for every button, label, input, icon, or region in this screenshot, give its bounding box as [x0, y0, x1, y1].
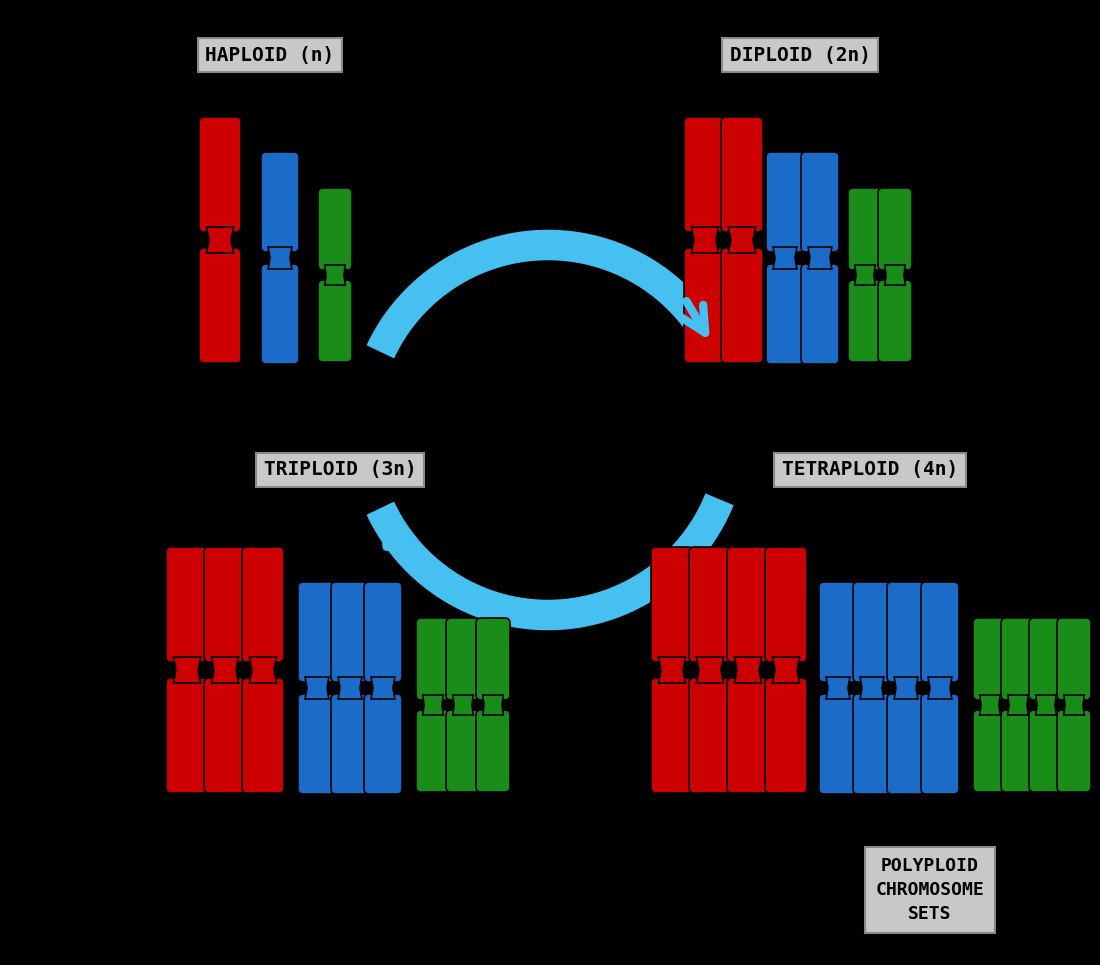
Text: ZYGOMA: ZYGOMA — [610, 423, 664, 438]
FancyBboxPatch shape — [764, 547, 807, 662]
FancyBboxPatch shape — [476, 618, 510, 700]
FancyBboxPatch shape — [651, 678, 693, 793]
FancyBboxPatch shape — [801, 152, 839, 252]
FancyBboxPatch shape — [878, 188, 912, 270]
FancyBboxPatch shape — [261, 152, 299, 252]
FancyBboxPatch shape — [689, 678, 732, 793]
FancyBboxPatch shape — [364, 582, 402, 682]
FancyBboxPatch shape — [878, 280, 912, 362]
FancyBboxPatch shape — [764, 678, 807, 793]
Polygon shape — [1064, 695, 1085, 715]
FancyBboxPatch shape — [331, 582, 368, 682]
FancyBboxPatch shape — [651, 547, 693, 662]
Polygon shape — [1036, 695, 1056, 715]
FancyBboxPatch shape — [1028, 618, 1063, 700]
FancyBboxPatch shape — [848, 188, 882, 270]
FancyBboxPatch shape — [1057, 710, 1091, 792]
FancyBboxPatch shape — [974, 618, 1006, 700]
FancyBboxPatch shape — [820, 694, 857, 794]
FancyBboxPatch shape — [446, 618, 480, 700]
FancyBboxPatch shape — [298, 694, 336, 794]
Text: DIPLOID (2n): DIPLOID (2n) — [729, 45, 870, 65]
FancyBboxPatch shape — [848, 280, 882, 362]
Polygon shape — [453, 695, 473, 715]
Polygon shape — [692, 227, 718, 253]
FancyBboxPatch shape — [684, 117, 726, 232]
FancyBboxPatch shape — [720, 248, 763, 363]
FancyBboxPatch shape — [318, 280, 352, 362]
Polygon shape — [174, 657, 200, 683]
Polygon shape — [422, 695, 443, 715]
FancyBboxPatch shape — [921, 582, 959, 682]
FancyBboxPatch shape — [416, 710, 450, 792]
FancyBboxPatch shape — [416, 618, 450, 700]
FancyBboxPatch shape — [921, 694, 959, 794]
Polygon shape — [305, 677, 329, 699]
FancyBboxPatch shape — [820, 582, 857, 682]
Text: GAMETES: GAMETES — [370, 423, 433, 438]
FancyBboxPatch shape — [852, 694, 891, 794]
Text: TETRAPLOID (4n): TETRAPLOID (4n) — [782, 460, 958, 480]
Polygon shape — [980, 695, 1000, 715]
FancyBboxPatch shape — [766, 264, 804, 364]
FancyBboxPatch shape — [261, 264, 299, 364]
Polygon shape — [338, 677, 362, 699]
Polygon shape — [324, 265, 345, 285]
Polygon shape — [250, 657, 276, 683]
FancyBboxPatch shape — [1028, 710, 1063, 792]
FancyBboxPatch shape — [684, 248, 726, 363]
Polygon shape — [1008, 695, 1028, 715]
FancyBboxPatch shape — [852, 582, 891, 682]
Polygon shape — [808, 247, 832, 269]
FancyBboxPatch shape — [887, 694, 925, 794]
FancyBboxPatch shape — [204, 678, 246, 793]
FancyBboxPatch shape — [242, 547, 284, 662]
FancyBboxPatch shape — [801, 264, 839, 364]
FancyBboxPatch shape — [199, 117, 241, 232]
Polygon shape — [735, 657, 761, 683]
FancyBboxPatch shape — [887, 582, 925, 682]
Polygon shape — [773, 247, 796, 269]
FancyBboxPatch shape — [476, 710, 510, 792]
Polygon shape — [928, 677, 952, 699]
FancyBboxPatch shape — [689, 547, 732, 662]
FancyBboxPatch shape — [318, 188, 352, 270]
Text: POLYPLOID
CHROMOSOME
SETS: POLYPLOID CHROMOSOME SETS — [876, 857, 984, 923]
FancyBboxPatch shape — [204, 547, 246, 662]
FancyBboxPatch shape — [166, 547, 208, 662]
Polygon shape — [894, 677, 917, 699]
Polygon shape — [826, 677, 850, 699]
FancyBboxPatch shape — [1001, 710, 1035, 792]
FancyBboxPatch shape — [974, 710, 1006, 792]
FancyBboxPatch shape — [298, 582, 336, 682]
Polygon shape — [268, 247, 292, 269]
Text: TRIPLOID (3n): TRIPLOID (3n) — [264, 460, 417, 480]
Polygon shape — [483, 695, 503, 715]
FancyBboxPatch shape — [727, 678, 769, 793]
Polygon shape — [696, 657, 724, 683]
FancyBboxPatch shape — [766, 152, 804, 252]
Polygon shape — [207, 227, 233, 253]
FancyBboxPatch shape — [1001, 618, 1035, 700]
Polygon shape — [860, 677, 884, 699]
Text: HAPLOID (n): HAPLOID (n) — [206, 45, 334, 65]
Polygon shape — [728, 227, 756, 253]
FancyBboxPatch shape — [199, 248, 241, 363]
FancyBboxPatch shape — [166, 678, 208, 793]
Polygon shape — [772, 657, 800, 683]
Polygon shape — [884, 265, 905, 285]
Polygon shape — [855, 265, 876, 285]
Polygon shape — [371, 677, 395, 699]
FancyBboxPatch shape — [720, 117, 763, 232]
FancyBboxPatch shape — [364, 694, 402, 794]
Polygon shape — [211, 657, 239, 683]
FancyBboxPatch shape — [331, 694, 368, 794]
Polygon shape — [659, 657, 685, 683]
FancyBboxPatch shape — [242, 678, 284, 793]
FancyBboxPatch shape — [727, 547, 769, 662]
FancyBboxPatch shape — [1057, 618, 1091, 700]
FancyBboxPatch shape — [446, 710, 480, 792]
